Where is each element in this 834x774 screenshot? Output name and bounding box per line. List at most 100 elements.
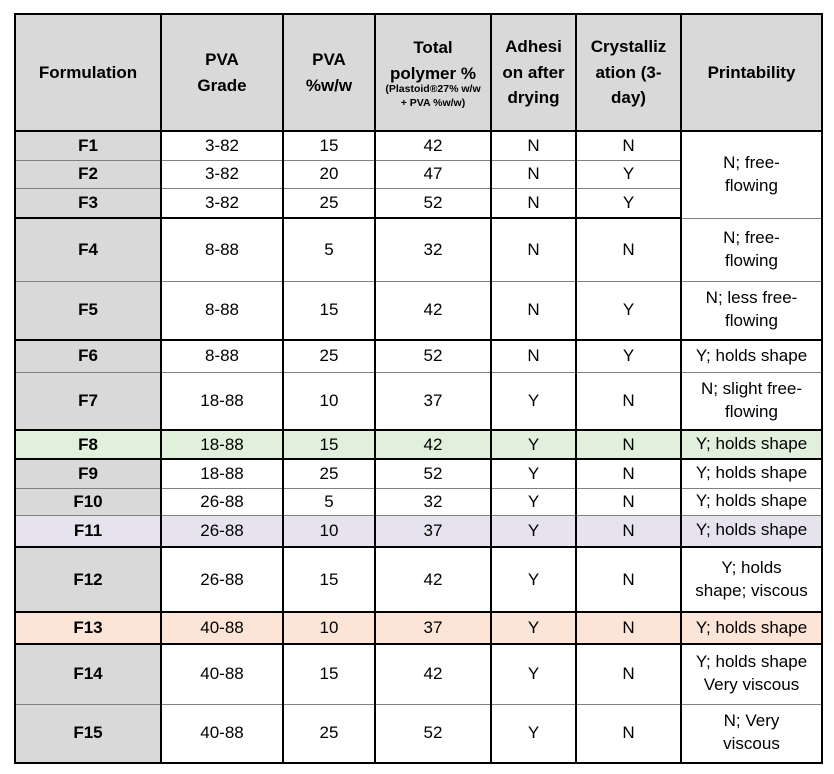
printability-cell: Y; holds shape: [680, 612, 823, 645]
header-label: Total polymer %: [390, 38, 476, 83]
formulation-cell: F12: [14, 547, 162, 613]
pva-grade-cell: 8-88: [160, 281, 284, 341]
header-crystallization: Crystalliz ation (3- day): [575, 14, 682, 132]
adhesion-cell: Y: [490, 430, 577, 460]
total-polymer-cell: 42: [374, 644, 492, 705]
pva-pct-cell: 10: [282, 515, 376, 548]
printability-cell: N; slight free- flowing: [680, 372, 823, 431]
adhesion-cell: N: [490, 218, 577, 282]
pva-grade-cell: 26-88: [160, 547, 284, 613]
crystallization-cell: N: [575, 612, 682, 645]
crystallization-cell: Y: [575, 281, 682, 341]
table-row-f10: F10 26-88 5 32 Y N Y; holds shape: [14, 488, 823, 516]
total-polymer-cell: 47: [374, 160, 492, 189]
table-row-f9: F9 18-88 25 52 Y N Y; holds shape: [14, 459, 823, 489]
pva-pct-cell: 20: [282, 160, 376, 189]
pva-pct-cell: 25: [282, 459, 376, 489]
formulation-cell: F3: [14, 188, 162, 219]
pva-pct-cell: 10: [282, 612, 376, 645]
formulation-cell: F13: [14, 612, 162, 645]
header-label: Crystalliz ation (3- day): [590, 37, 667, 108]
pva-pct-cell: 15: [282, 430, 376, 460]
total-polymer-cell: 52: [374, 459, 492, 489]
header-label: PVA %w/w: [305, 50, 353, 95]
pva-grade-cell: 8-88: [160, 340, 284, 373]
pva-pct-cell: 25: [282, 188, 376, 219]
printability-cell: Y; holds shape: [680, 515, 823, 548]
pva-pct-cell: 5: [282, 488, 376, 516]
crystallization-cell: N: [575, 131, 682, 161]
table-row-f7: F7 18-88 10 37 Y N N; slight free- flowi…: [14, 372, 823, 431]
pva-pct-cell: 15: [282, 131, 376, 161]
table-header: Formulation PVA Grade PVA %w/w Total pol…: [14, 14, 823, 132]
printability-cell: Y; holds shape: [680, 430, 823, 460]
pva-pct-cell: 25: [282, 704, 376, 763]
adhesion-cell: N: [490, 281, 577, 341]
table-row-f2: F2 3-82 20 47 N Y: [14, 160, 822, 189]
total-polymer-cell: 52: [374, 340, 492, 373]
total-polymer-cell: 37: [374, 515, 492, 548]
pva-grade-cell: 18-88: [160, 459, 284, 489]
pva-grade-cell: 3-82: [160, 160, 284, 189]
table-row-f6: F6 8-88 25 52 N Y Y; holds shape: [14, 340, 823, 373]
pva-grade-cell: 3-82: [160, 131, 284, 161]
table-row-f4: F4 8-88 5 32 N N N; free- flowing: [14, 218, 823, 282]
formulation-cell: F6: [14, 340, 162, 373]
total-polymer-cell: 42: [374, 547, 492, 613]
table-row-f15: F15 40-88 25 52 Y N N; Very viscous: [14, 704, 823, 763]
formulation-cell: F4: [14, 218, 162, 282]
adhesion-cell: Y: [490, 644, 577, 705]
adhesion-cell: Y: [490, 459, 577, 489]
adhesion-cell: N: [490, 131, 577, 161]
pva-pct-cell: 10: [282, 372, 376, 431]
crystallization-cell: N: [575, 430, 682, 460]
table-row-f11-highlighted: F11 26-88 10 37 Y N Y; holds shape: [14, 515, 823, 548]
pva-grade-cell: 40-88: [160, 704, 284, 763]
formulation-cell: F5: [14, 281, 162, 341]
adhesion-cell: Y: [490, 372, 577, 431]
header-label: PVA Grade: [197, 50, 247, 95]
adhesion-cell: Y: [490, 515, 577, 548]
formulation-cell: F7: [14, 372, 162, 431]
crystallization-cell: N: [575, 644, 682, 705]
printability-cell: N; Very viscous: [680, 704, 823, 763]
crystallization-cell: N: [575, 372, 682, 431]
table-row-f13-highlighted: F13 40-88 10 37 Y N Y; holds shape: [14, 612, 823, 645]
table-body: F1 3-82 15 42 N N N; free- flowing F2 3-…: [14, 131, 823, 763]
crystallization-cell: N: [575, 459, 682, 489]
crystallization-cell: N: [575, 218, 682, 282]
header-pva-grade: PVA Grade: [160, 14, 284, 132]
printability-cell-merged: N; free- flowing: [680, 131, 823, 219]
pva-grade-cell: 40-88: [160, 612, 284, 645]
total-polymer-cell: 52: [374, 704, 492, 763]
total-polymer-cell: 32: [374, 488, 492, 516]
pva-pct-cell: 5: [282, 218, 376, 282]
total-polymer-cell: 52: [374, 188, 492, 219]
adhesion-cell: Y: [490, 547, 577, 613]
pva-grade-cell: 26-88: [160, 515, 284, 548]
printability-cell: N; less free- flowing: [680, 281, 823, 341]
printability-cell: Y; holds shape: [680, 488, 823, 516]
adhesion-cell: N: [490, 188, 577, 219]
crystallization-cell: N: [575, 488, 682, 516]
adhesion-cell: Y: [490, 488, 577, 516]
pva-pct-cell: 15: [282, 547, 376, 613]
header-sublabel: (Plastoid®27% w/w + PVA %w/w): [385, 83, 481, 109]
table-row-f3: F3 3-82 25 52 N Y: [14, 188, 822, 219]
header-label: Printability: [707, 62, 796, 82]
crystallization-cell: Y: [575, 340, 682, 373]
formulation-cell: F14: [14, 644, 162, 705]
header-row: Formulation PVA Grade PVA %w/w Total pol…: [14, 14, 823, 132]
adhesion-cell: Y: [490, 704, 577, 763]
pva-grade-cell: 26-88: [160, 488, 284, 516]
pva-pct-cell: 25: [282, 340, 376, 373]
pva-grade-cell: 18-88: [160, 430, 284, 460]
formulation-cell: F2: [14, 160, 162, 189]
header-label: Adhesi on after drying: [502, 37, 565, 108]
printability-cell: Y; holds shape: [680, 459, 823, 489]
crystallization-cell: Y: [575, 160, 682, 189]
pva-grade-cell: 3-82: [160, 188, 284, 219]
printability-cell: Y; holds shape: [680, 340, 823, 373]
adhesion-cell: N: [490, 340, 577, 373]
